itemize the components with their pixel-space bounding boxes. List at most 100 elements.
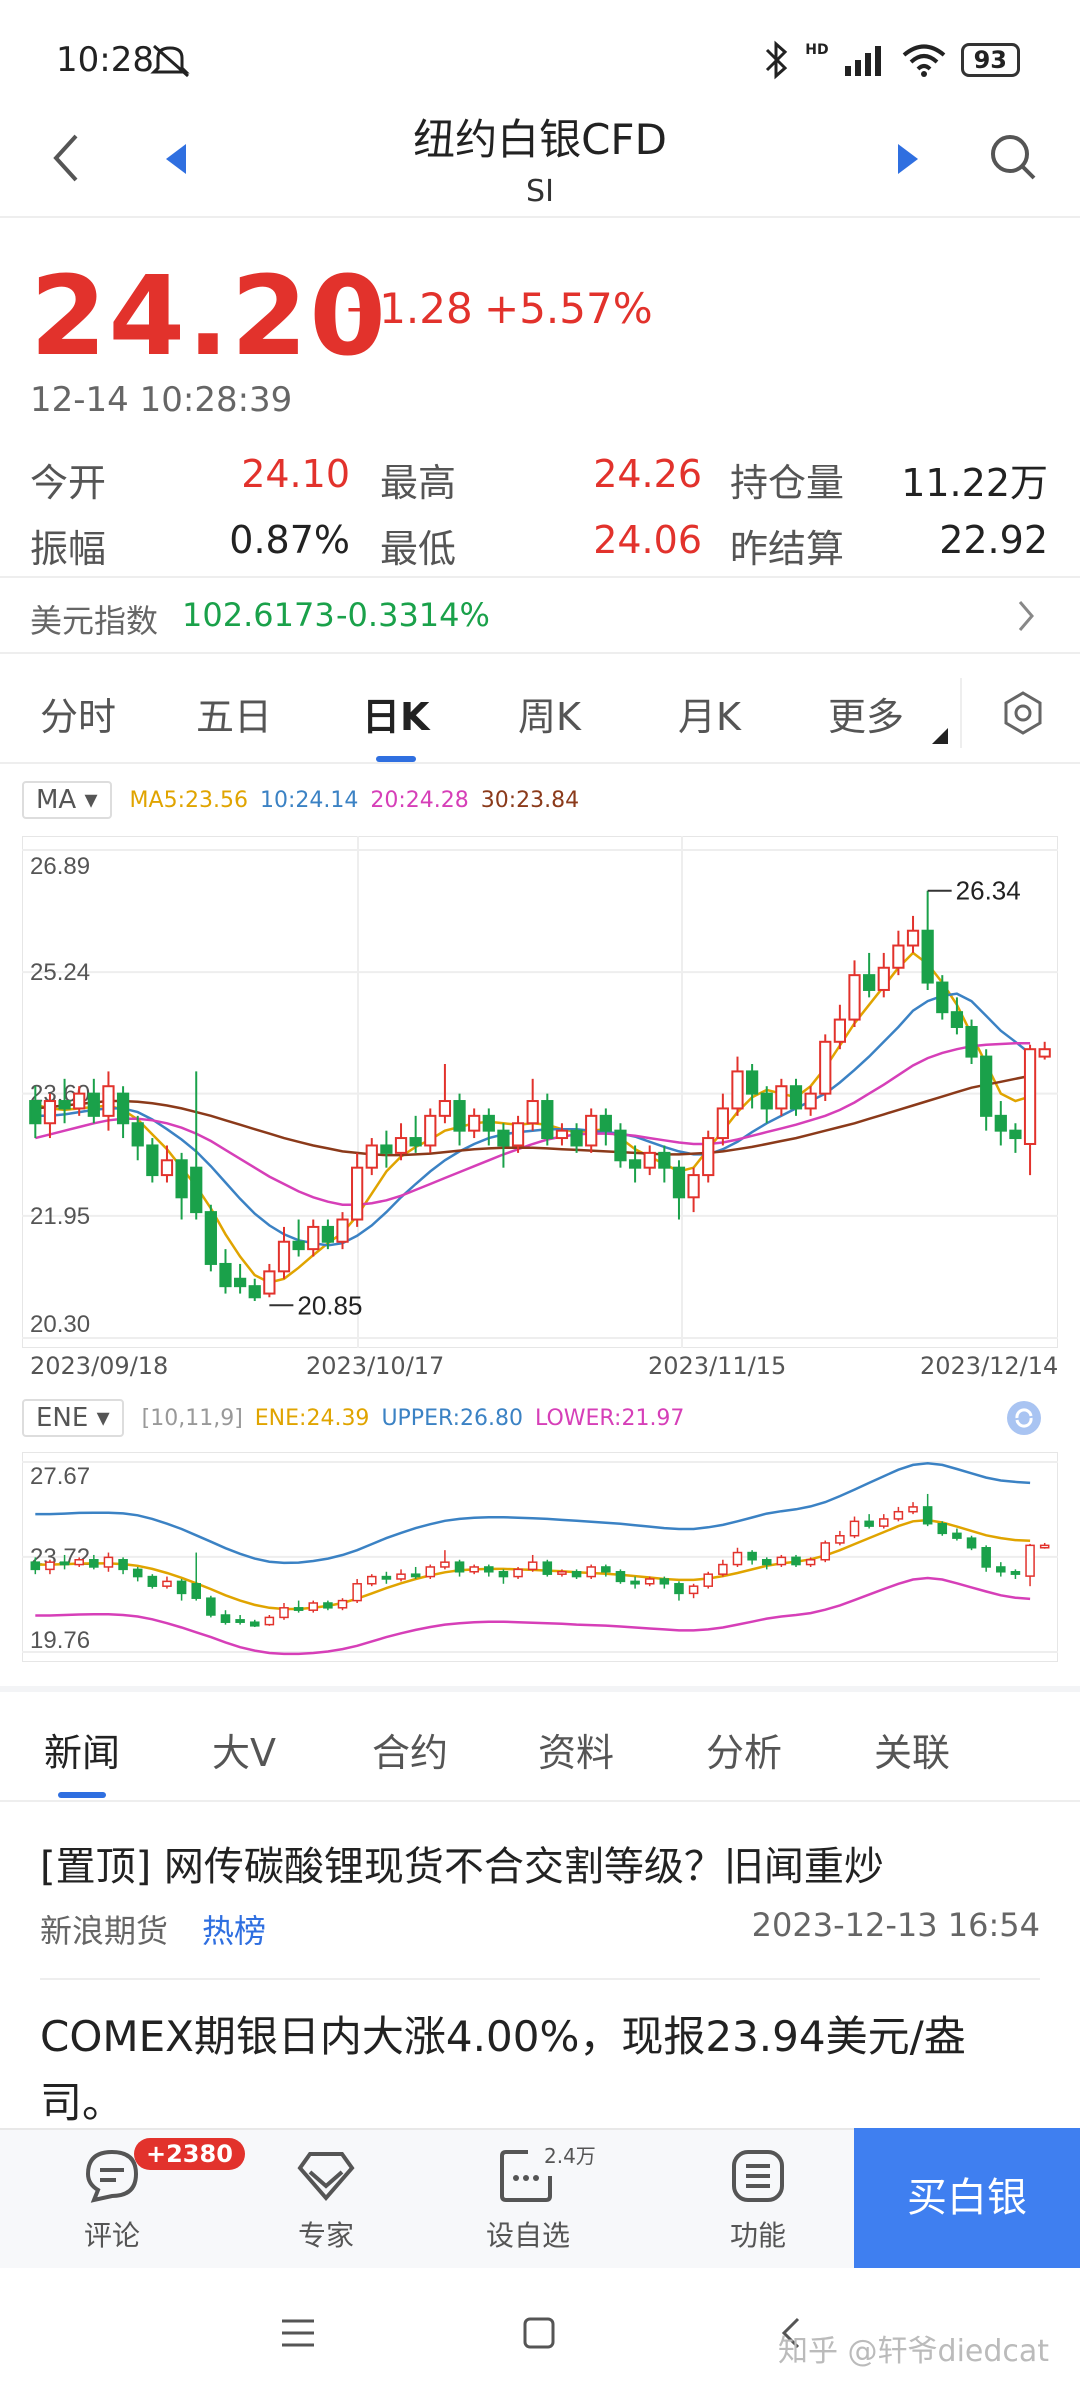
back-icon[interactable]: [46, 128, 86, 188]
tab-big-v[interactable]: 大V: [212, 1731, 276, 1775]
ene-candle-body: [352, 1583, 362, 1602]
prev-symbol-icon[interactable]: [162, 142, 192, 176]
chevron-right-icon: [1018, 601, 1034, 631]
watchlist-button[interactable]: 设自选: [468, 2148, 588, 2254]
ene-candle-body: [557, 1571, 567, 1575]
news-divider: [40, 1978, 1040, 1980]
signal-icon: [844, 46, 881, 76]
ene-candle-body: [878, 1518, 889, 1527]
ene-candle-body: [396, 1573, 406, 1580]
ene-candle-body: [469, 1566, 479, 1573]
tab-daily-k[interactable]: 日K: [362, 695, 430, 739]
ene-candle-body: [1025, 1544, 1035, 1577]
candle-body: [658, 1151, 671, 1169]
ene-candle-body: [323, 1602, 333, 1609]
ene-indicator-label: ENE: [36, 1403, 89, 1433]
settings-icon[interactable]: [1000, 690, 1046, 736]
candle-body: [204, 1211, 217, 1265]
menu-nav-icon[interactable]: [280, 2316, 316, 2350]
tab-related[interactable]: 关联: [874, 1731, 951, 1775]
back-nav-icon[interactable]: [778, 2316, 802, 2350]
usd-index-row[interactable]: 美元指数 102.6173 -0.3314%: [0, 576, 1080, 654]
candle-body: [906, 929, 920, 947]
candle-body: [511, 1122, 525, 1147]
watermark: 知乎 @轩爷diedcat: [778, 2334, 1050, 2369]
tab-intraday[interactable]: 分时: [40, 695, 117, 739]
ene-candle-body: [791, 1556, 801, 1566]
news-item-title[interactable]: [置顶] 网传碳酸锂现货不合交割等级？旧闻重炒: [40, 1844, 884, 1890]
y-tick-label: 25.24: [30, 959, 90, 986]
tab-more[interactable]: 更多: [828, 695, 905, 739]
date-tick: 2023/11/15: [648, 1352, 787, 1380]
min-price-label: 20.85: [297, 1290, 362, 1320]
ene-candle-body: [571, 1571, 582, 1578]
ma5-value: MA5:23.56: [129, 787, 248, 813]
ene-indicator-select[interactable]: ENE ▾: [22, 1399, 124, 1437]
tab-contract[interactable]: 合约: [372, 1731, 449, 1775]
ene-candle-body: [893, 1510, 904, 1520]
tab-weekly-k[interactable]: 周K: [518, 695, 581, 739]
ma30-value: 30:23.84: [480, 787, 580, 813]
tab-analysis[interactable]: 分析: [706, 1731, 783, 1775]
candle-body: [131, 1122, 144, 1147]
tab-monthly-k[interactable]: 月K: [678, 695, 741, 739]
ene-line-upper: [35, 1461, 1031, 1565]
candle-body: [160, 1159, 174, 1177]
status-bar: 10:28 HD 93: [0, 0, 1080, 120]
ma10-value: 10:24.14: [259, 787, 359, 813]
ene-lower-value: LOWER:21.97: [534, 1405, 685, 1431]
ene-candle-body: [966, 1537, 977, 1549]
news-item-hot-tag[interactable]: 热榜: [202, 1912, 267, 1950]
candle-body: [745, 1070, 759, 1095]
candle-body: [819, 1040, 832, 1095]
ene-candle-body: [293, 1607, 304, 1611]
news-tab-underline: [58, 1792, 106, 1798]
hd-label: HD: [805, 42, 829, 58]
functions-button[interactable]: 功能: [698, 2148, 818, 2254]
candle-body: [351, 1166, 364, 1221]
ene-candle-body: [644, 1578, 655, 1585]
candle-body: [833, 1018, 847, 1043]
stat-label-settle: 昨结算: [730, 527, 845, 571]
stat-low: 24.06: [593, 518, 702, 562]
status-icons: HD 93: [761, 40, 1020, 80]
stat-settle: 22.92: [939, 518, 1048, 562]
ene-candle-body: [74, 1559, 84, 1566]
news-tabs: 新闻 大V 合约 资料 分析 关联: [0, 1692, 1080, 1802]
buy-silver-button[interactable]: 买白银: [854, 2128, 1080, 2268]
ma-indicator-select[interactable]: MA ▾: [22, 781, 112, 819]
section-separator: [0, 1686, 1080, 1692]
candle-body: [73, 1092, 86, 1110]
search-icon[interactable]: [988, 132, 1038, 182]
news-item-title[interactable]: COMEX期银日内大涨4.00%，现报23.94美元/盎司。: [40, 2012, 966, 2127]
expert-button[interactable]: 专家: [266, 2148, 386, 2254]
stat-open: 24.10: [241, 452, 350, 496]
comment-button[interactable]: 评论: [52, 2148, 172, 2254]
tab-news[interactable]: 新闻: [44, 1731, 121, 1775]
chart-period-tabs: 分时 五日 日K 周K 月K 更多: [0, 654, 1080, 764]
ene-y-tick-label: 27.67: [30, 1463, 90, 1490]
ene-candle-body: [220, 1614, 231, 1623]
candle-body: [219, 1262, 232, 1288]
ene-candle-body: [30, 1561, 41, 1571]
ene-candle-body: [1039, 1544, 1050, 1549]
ene-candle-body: [937, 1522, 948, 1535]
ene-candle-body: [615, 1571, 626, 1583]
ene-candle-body: [191, 1583, 202, 1599]
ma-line-ma10: [35, 992, 1031, 1247]
comment-count-badge: +2380: [134, 2138, 245, 2170]
tab-five-day[interactable]: 五日: [196, 695, 273, 739]
ene-candle-body: [513, 1568, 523, 1578]
tab-profile[interactable]: 资料: [538, 1731, 615, 1775]
ene-candle-body: [381, 1575, 392, 1580]
refresh-icon[interactable]: [1006, 1400, 1042, 1436]
chart-date-axis: 2023/09/18 2023/10/17 2023/11/15 2023/12…: [0, 1352, 1080, 1388]
battery-icon: 93: [960, 43, 1020, 77]
candle-body: [775, 1085, 788, 1110]
next-symbol-icon[interactable]: [892, 142, 922, 176]
ene-candle-body: [206, 1597, 216, 1616]
candle-body: [789, 1085, 803, 1110]
home-nav-icon[interactable]: [522, 2316, 556, 2350]
